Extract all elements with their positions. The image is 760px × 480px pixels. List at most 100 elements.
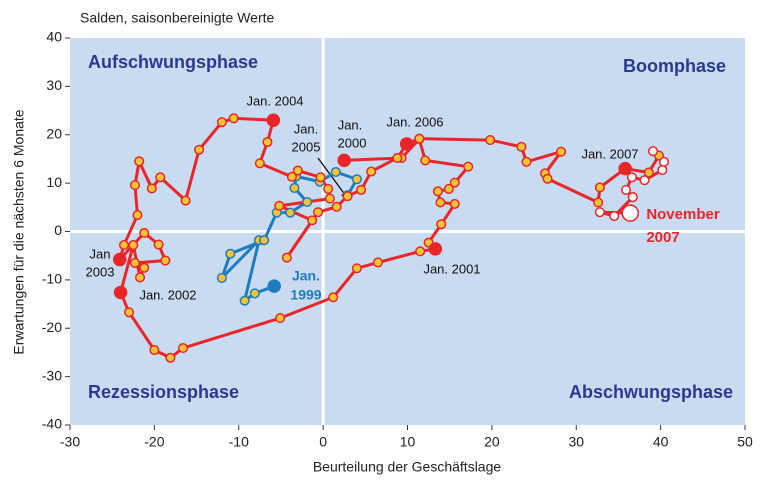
point (132, 210, 143, 221)
annotation: Jan. (338, 117, 363, 132)
point (139, 262, 150, 273)
point (639, 175, 650, 186)
point (124, 307, 135, 318)
annotation: Jan (90, 246, 111, 261)
y-tick-label: -10 (42, 271, 62, 287)
point (315, 172, 326, 183)
annotation: Jan. 2007 (581, 146, 638, 161)
point (620, 184, 632, 195)
point (153, 239, 164, 250)
point (262, 136, 273, 148)
point (149, 344, 160, 356)
series-line (220, 170, 359, 303)
annotation: Jan. (292, 268, 320, 284)
point (436, 219, 447, 230)
chart-subtitle: Salden, saisonbereinigte Werte (80, 10, 275, 26)
point (281, 252, 292, 263)
point (485, 135, 496, 146)
point (356, 184, 367, 195)
point (129, 257, 141, 268)
point (259, 235, 270, 246)
point (351, 174, 362, 185)
point (180, 195, 191, 206)
point (292, 165, 303, 176)
annotation: Jan. 2001 (423, 261, 480, 276)
point (324, 193, 335, 204)
annotation: Rezessionsphase (88, 382, 239, 402)
point (516, 141, 527, 152)
annotation: November (646, 206, 720, 223)
y-tick-label: 40 (46, 29, 62, 45)
annotation: Jan. 2006 (386, 114, 443, 129)
key-point (337, 153, 351, 168)
y-tick-label: -40 (42, 416, 62, 432)
point (328, 292, 339, 303)
point (657, 165, 668, 176)
y-tick-label: 10 (46, 174, 62, 190)
point (593, 197, 604, 208)
point (134, 156, 145, 167)
point (302, 196, 313, 208)
point (330, 166, 341, 178)
point (128, 239, 139, 251)
annotation: 2003 (86, 264, 115, 279)
annotation: Jan. 2004 (246, 93, 303, 108)
x-tick-label: 50 (737, 434, 753, 450)
point (647, 146, 659, 157)
y-tick-label: 30 (46, 77, 62, 93)
point (323, 183, 334, 194)
point (216, 117, 227, 128)
point (626, 172, 637, 183)
y-tick-label: -20 (42, 319, 62, 335)
key-point (266, 113, 281, 127)
point (254, 158, 265, 169)
point (609, 210, 620, 222)
point (178, 343, 189, 354)
x-tick-label: 30 (568, 434, 584, 450)
point (342, 191, 353, 202)
point (165, 352, 176, 363)
annotation: Boomphase (623, 56, 726, 76)
annotation: Aufschwungsphase (88, 52, 258, 72)
point (366, 166, 377, 177)
key-point (267, 279, 281, 293)
point (351, 263, 362, 274)
point (627, 192, 638, 203)
key-point (621, 204, 639, 222)
point (134, 272, 146, 283)
y-tick-label: 0 (54, 222, 62, 238)
point (307, 215, 318, 226)
annotation: 2005 (292, 139, 321, 154)
point (432, 186, 443, 197)
point (594, 207, 605, 218)
point (146, 183, 157, 194)
y-axis-label: Erwartungen für die nächsten 6 Monate (11, 109, 27, 354)
point (216, 272, 227, 283)
x-tick-label: 0 (319, 434, 327, 450)
annotation: 2000 (338, 135, 367, 150)
point (643, 167, 654, 178)
key-point (618, 161, 632, 176)
point (420, 155, 431, 166)
point (556, 146, 567, 157)
point (139, 227, 150, 239)
arrow (317, 157, 347, 197)
point (160, 255, 171, 266)
point (313, 207, 324, 218)
point (249, 288, 260, 299)
x-tick-label: -20 (144, 434, 164, 450)
x-tick-label: 10 (400, 434, 416, 450)
annotation: 2007 (646, 229, 679, 246)
y-tick-label: 20 (46, 125, 62, 141)
point (443, 183, 454, 194)
x-axis-label: Beurteilung der Geschäftslage (313, 459, 502, 475)
x-tick-label: 20 (484, 434, 500, 450)
key-point (113, 285, 128, 300)
point (239, 295, 250, 306)
annotation: Jan. 2002 (139, 287, 196, 302)
point (118, 239, 130, 251)
point (463, 161, 474, 172)
point (285, 207, 296, 218)
key-point (428, 242, 443, 256)
